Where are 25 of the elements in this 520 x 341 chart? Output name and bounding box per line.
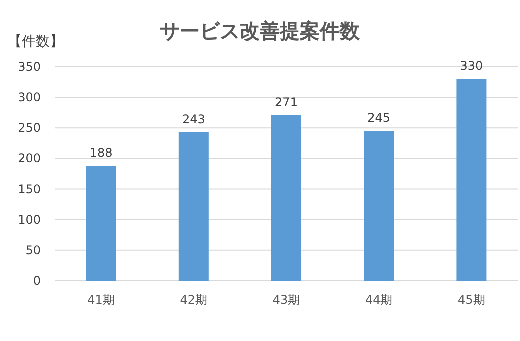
data-label: 271 [275, 95, 298, 110]
bar [178, 132, 209, 281]
y-tick-label: 100 [18, 212, 41, 227]
data-label: 243 [182, 112, 206, 126]
y-tick-label: 250 [18, 121, 41, 136]
bar [364, 131, 394, 281]
bar [272, 115, 302, 281]
x-tick-label: 41期 [88, 293, 115, 307]
y-tick-label: 200 [18, 152, 41, 166]
x-tick-label: 42期 [180, 293, 208, 307]
bar [86, 166, 116, 281]
y-tick-label: 300 [18, 90, 41, 105]
x-tick-label: 43期 [272, 293, 300, 307]
data-label: 330 [460, 59, 484, 74]
y-tick-label: 150 [18, 182, 41, 196]
x-tick-label: 44期 [365, 293, 393, 307]
chart-title: サービス改善提案件数 [160, 19, 361, 43]
y-axis-title: 【件数】 [8, 34, 64, 50]
data-label: 188 [90, 146, 113, 160]
x-tick-label: 45期 [458, 293, 486, 307]
data-label: 245 [368, 111, 391, 126]
y-tick-label: 350 [18, 60, 41, 74]
bar [456, 79, 487, 281]
y-tick-label: 50 [26, 243, 41, 258]
y-tick-label: 0 [33, 274, 41, 288]
